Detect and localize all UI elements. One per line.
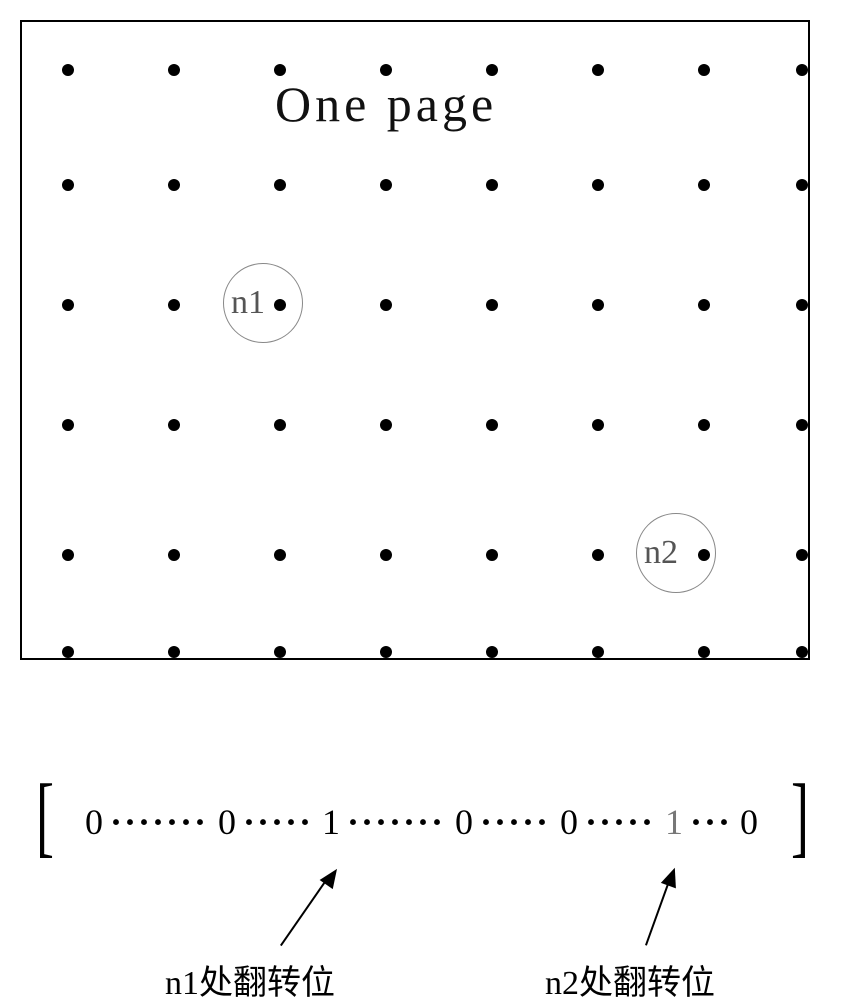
grid-dot: [168, 179, 180, 191]
grid-dot: [486, 419, 498, 431]
grid-dot: [168, 64, 180, 76]
grid-dot: [168, 419, 180, 431]
grid-dot: [796, 179, 808, 191]
grid-dot: [274, 179, 286, 191]
grid-dot: [592, 179, 604, 191]
bit-n2: 1: [665, 801, 683, 843]
annot-n1: n1处翻转位: [165, 955, 335, 1004]
n1-label: n1: [231, 284, 265, 322]
grid-dot: [698, 64, 710, 76]
ellipsis-dots: ·······: [347, 801, 445, 843]
page-title: One page: [275, 75, 497, 133]
ellipsis-dots: ·······: [110, 801, 208, 843]
grid-dot: [380, 179, 392, 191]
ellipsis-dots: ·····: [243, 801, 313, 843]
grid-dot: [698, 299, 710, 311]
bracket-open: [: [36, 765, 54, 868]
grid-dot: [486, 646, 498, 658]
grid-dot: [796, 549, 808, 561]
bit-n1: 1: [322, 801, 340, 843]
annot-n2: n2处翻转位: [545, 955, 715, 1004]
grid-dot: [62, 179, 74, 191]
grid-dot: [62, 419, 74, 431]
arrow-head-icon: [661, 865, 682, 888]
grid-dot: [380, 419, 392, 431]
grid-dot: [486, 549, 498, 561]
grid-dot: [486, 179, 498, 191]
grid-dot: [796, 299, 808, 311]
grid-dot: [168, 549, 180, 561]
bit-0: 0: [455, 801, 473, 843]
grid-dot: [592, 64, 604, 76]
grid-dot: [62, 646, 74, 658]
bracket-close: ]: [791, 765, 809, 868]
bit-0: 0: [85, 801, 103, 843]
bit-0: 0: [560, 801, 578, 843]
bit-0: 0: [218, 801, 236, 843]
ellipsis-dots: ···: [690, 801, 732, 843]
grid-dot: [62, 299, 74, 311]
bit-0: 0: [740, 801, 758, 843]
grid-dot: [796, 64, 808, 76]
n2-label: n2: [644, 534, 678, 572]
ellipsis-dots: ·····: [480, 801, 550, 843]
ellipsis-dots: ·····: [585, 801, 655, 843]
diagram-root: One page n1n2 [0·······0·····1·······0··…: [0, 0, 859, 1000]
grid-dot: [274, 549, 286, 561]
grid-dot: [380, 646, 392, 658]
grid-dot: [168, 646, 180, 658]
grid-dot: [274, 646, 286, 658]
arrow-line: [645, 881, 670, 946]
grid-dot: [62, 64, 74, 76]
grid-dot: [62, 549, 74, 561]
arrow-line: [280, 879, 327, 946]
grid-dot: [274, 419, 286, 431]
grid-dot: [592, 549, 604, 561]
grid-dot: [698, 646, 710, 658]
grid-dot: [380, 299, 392, 311]
grid-dot: [274, 64, 286, 76]
grid-dot: [698, 179, 710, 191]
grid-dot: [380, 549, 392, 561]
grid-dot: [380, 64, 392, 76]
grid-dot: [796, 419, 808, 431]
grid-dot: [796, 646, 808, 658]
grid-dot: [698, 419, 710, 431]
grid-dot: [486, 299, 498, 311]
grid-dot: [592, 419, 604, 431]
grid-dot: [592, 646, 604, 658]
grid-dot: [592, 299, 604, 311]
grid-dot: [168, 299, 180, 311]
grid-dot: [486, 64, 498, 76]
